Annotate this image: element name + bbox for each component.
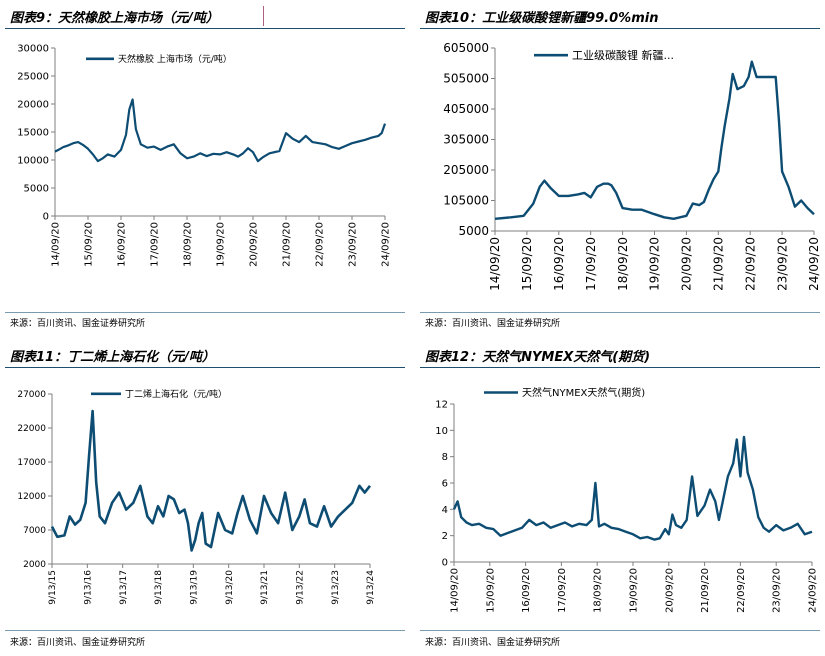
y-tick-label: 10000 (17, 156, 49, 167)
title-rule (420, 367, 820, 368)
series-line (452, 435, 813, 541)
title-divider (263, 6, 264, 26)
y-tick-label: 6 (442, 479, 448, 490)
x-tick-label: 9/13/18 (154, 570, 164, 605)
x-tick-label: 17/09/20 (557, 568, 568, 613)
x-tick-label: 21/09/20 (712, 237, 726, 291)
series-line (50, 409, 372, 552)
y-tick-label: 25000 (17, 72, 49, 83)
y-tick-label: 27000 (17, 390, 46, 400)
panel-title: 图表11：丁二烯上海石化（元/吨） (10, 350, 215, 365)
x-tick-label: 9/13/16 (83, 570, 93, 605)
y-tick-label: 12000 (17, 492, 46, 502)
x-tick-label: 15/09/20 (485, 568, 496, 613)
y-tick-label: 405000 (443, 102, 489, 116)
y-tick-label: 105000 (443, 194, 489, 208)
x-tick-label: 16/09/20 (117, 222, 128, 267)
natural-gas-futures-chart: 0 2 4 6 8 10 12 14/09/20 15/09/20 16/09/20 17/09/2… (435, 386, 819, 613)
x-tick-label: 20/09/20 (680, 237, 694, 291)
x-tick-label: 9/13/20 (225, 570, 235, 605)
panel-title: 图表10：工业级碳酸锂新疆99.0%min (425, 11, 659, 26)
y-tick-label: 205000 (443, 163, 489, 177)
y-tick-label: 605000 (443, 41, 489, 55)
x-tick-label: 22/09/20 (315, 222, 326, 267)
y-tick-label: 4 (442, 505, 448, 516)
title-rule (5, 28, 405, 29)
y-tick-label: 20000 (17, 100, 49, 111)
source-note: 来源：百川资讯、国金证券研究所 (425, 638, 561, 648)
title-rule (420, 28, 820, 29)
source-rule (420, 312, 820, 313)
x-tick-label: 21/09/20 (282, 222, 293, 267)
x-tick-label: 24/09/20 (807, 237, 821, 291)
y-tick-label: 7000 (23, 526, 46, 536)
y-tick-label: 8 (442, 452, 448, 463)
rubber-price-chart: 0 5000 10000 15000 20000 25000 30000 14/09/20 15… (17, 44, 392, 267)
x-tick-label: 22/09/20 (743, 237, 757, 291)
y-tick-label: 15000 (17, 128, 49, 139)
x-tick-label: 16/09/20 (552, 237, 566, 291)
source-rule (5, 312, 405, 313)
x-tick-label: 19/09/20 (629, 568, 640, 613)
x-tick-label: 19/09/20 (648, 237, 662, 291)
y-tick-label: 17000 (17, 458, 46, 468)
y-tick-label: 5000 (458, 224, 489, 238)
series-line (54, 98, 387, 163)
title-rule (5, 367, 405, 368)
x-tick-label: 9/13/22 (295, 570, 305, 605)
x-tick-label: 9/13/24 (366, 570, 376, 605)
x-tick-label: 18/09/20 (183, 222, 194, 267)
source-rule (5, 630, 405, 631)
x-tick-label: 21/09/20 (700, 568, 711, 613)
x-tick-label: 20/09/20 (249, 222, 260, 267)
y-tick-label: 2 (442, 531, 448, 542)
y-tick-label: 5000 (24, 184, 49, 195)
x-tick-label: 9/13/23 (331, 570, 341, 605)
x-tick-label: 9/13/19 (189, 570, 199, 605)
x-tick-label: 15/09/20 (84, 222, 95, 267)
x-tick-label: 24/09/20 (808, 568, 819, 613)
x-tick-label: 9/13/15 (48, 570, 58, 605)
y-tick-label: 30000 (17, 44, 49, 55)
lithium-carbonate-chart: 5000 105000 205000 305000 405000 505000 605000… (443, 41, 821, 291)
x-tick-label: 9/13/17 (119, 570, 129, 605)
x-tick-label: 14/09/20 (51, 222, 62, 267)
panel-title: 图表12：天然气NYMEX天然气(期货) (425, 350, 651, 365)
y-tick-label: 22000 (17, 424, 46, 434)
source-note: 来源：百川资讯、国金证券研究所 (425, 319, 561, 329)
x-tick-label: 14/09/20 (450, 568, 461, 613)
x-tick-label: 20/09/20 (664, 568, 675, 613)
legend-label: 丁二烯上海石化（元/吨） (125, 388, 227, 400)
y-tick-label: 0 (442, 558, 448, 569)
x-tick-label: 16/09/20 (521, 568, 532, 613)
y-tick-label: 0 (43, 212, 49, 223)
x-tick-label: 18/09/20 (593, 568, 604, 613)
x-tick-label: 17/09/20 (584, 237, 598, 291)
x-tick-label: 18/09/20 (616, 237, 630, 291)
y-tick-label: 2000 (23, 560, 46, 570)
source-note: 来源：百川资讯、国金证券研究所 (10, 319, 146, 329)
panel-title: 图表9：天然橡胶上海市场（元/吨） (10, 11, 219, 26)
x-tick-label: 19/09/20 (216, 222, 227, 267)
source-note: 来源：百川资讯、国金证券研究所 (10, 638, 146, 648)
x-tick-label: 23/09/20 (348, 222, 359, 267)
x-tick-label: 9/13/21 (260, 570, 270, 605)
y-tick-label: 505000 (443, 72, 489, 86)
source-rule (420, 630, 820, 631)
y-tick-label: 12 (435, 400, 448, 411)
x-tick-label: 14/09/20 (488, 237, 502, 291)
x-tick-label: 15/09/20 (520, 237, 534, 291)
legend-label: 工业级碳酸锂 新疆... (572, 48, 674, 62)
x-tick-label: 23/09/20 (775, 237, 789, 291)
y-tick-label: 10 (435, 426, 448, 437)
x-tick-label: 23/09/20 (772, 568, 783, 613)
y-tick-label: 305000 (443, 133, 489, 147)
x-tick-label: 22/09/20 (736, 568, 747, 613)
x-tick-label: 24/09/20 (381, 222, 392, 267)
legend-label: 天然橡胶 上海市场（元/吨） (118, 53, 232, 65)
x-tick-label: 17/09/20 (150, 222, 161, 267)
series-line (494, 60, 815, 220)
legend-label: 天然气NYMEX天然气(期货) (522, 386, 645, 399)
butadiene-price-chart: 2000 7000 12000 17000 22000 27000 9/13/15 9/13/… (17, 388, 376, 605)
